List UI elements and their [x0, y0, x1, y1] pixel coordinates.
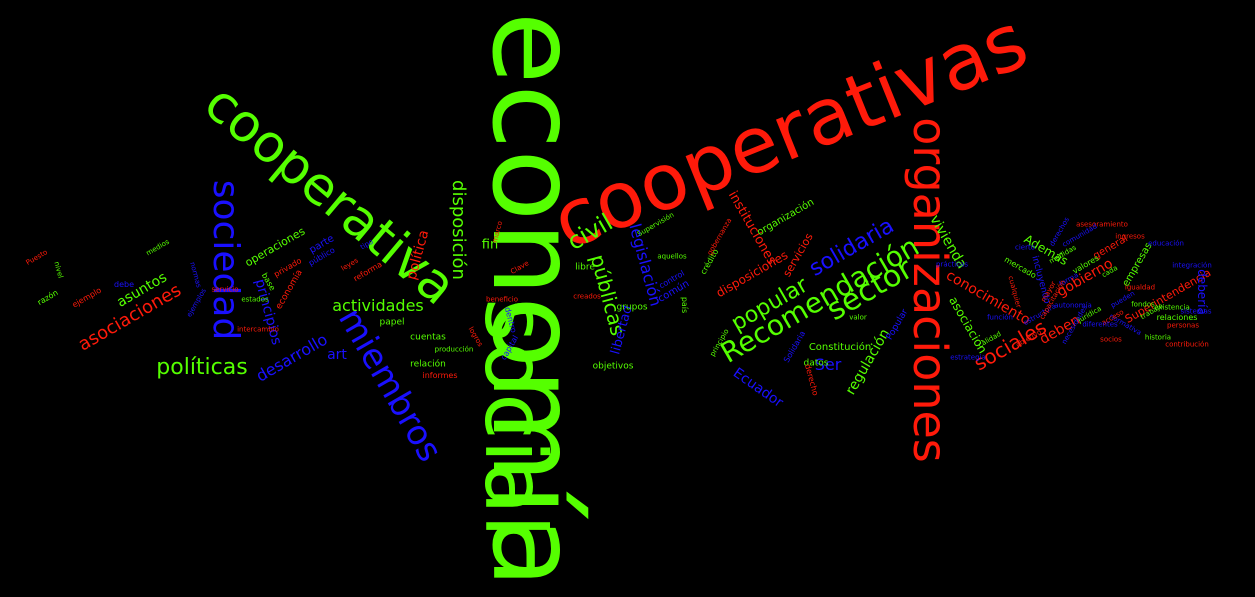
word-aquellos-93: aquellos	[657, 252, 687, 261]
word-asesoramiento-118: asesoramiento	[1076, 220, 1128, 229]
word-organizaciones-5: organizaciones	[903, 117, 957, 463]
word-ejemplo-75: ejemplo	[70, 285, 103, 310]
word-ingresos-109: ingresos	[1115, 232, 1145, 241]
word-papel-48: papel	[379, 317, 405, 328]
word-autonomía-127: autonomía	[1054, 301, 1092, 310]
word-creados-92: creados	[573, 292, 601, 301]
word-país-71: país	[680, 296, 689, 314]
word-intercambio-106: intercambio	[237, 325, 279, 334]
word-historia-129: historia	[1144, 333, 1172, 342]
word-empresas-35: empresas	[1120, 240, 1155, 289]
word-prácticas-99: prácticas	[936, 260, 968, 269]
word-valor-101: valor	[849, 313, 867, 322]
word-fin-40: fin	[481, 237, 499, 253]
word-informes-58: informes	[422, 371, 458, 380]
word-grupos-49: grupos	[616, 302, 648, 313]
word-socios-123: socios	[1100, 335, 1122, 344]
word-puesto-79: Puesto	[24, 248, 49, 267]
word-estrategia-100: estrategia	[950, 353, 986, 362]
word-ser-38: Ser	[814, 355, 842, 374]
word-servicio-87: servicio	[211, 285, 239, 294]
word-fondos-126: fondos	[1131, 300, 1155, 309]
word-social-1: social	[466, 298, 564, 538]
word-contribución-131: contribución	[1165, 340, 1209, 349]
word-educación-116: educación	[1148, 239, 1184, 248]
word-relaciones-57: relaciones	[1156, 313, 1198, 322]
word-leyes-77: leyes	[339, 256, 360, 273]
word-políticas-14: políticas	[156, 355, 248, 380]
word-medios-80: medios	[144, 237, 171, 258]
word-relación-52: relación	[410, 359, 446, 370]
word-función-88: función	[987, 313, 1013, 322]
word-existencia-128: existencia	[1154, 303, 1190, 312]
word-art-41: art	[327, 347, 347, 363]
word-producción-94: producción	[434, 345, 474, 354]
word-libre-50: libre	[575, 262, 595, 273]
word-razón-67: razón	[35, 288, 60, 308]
word-constitución-42: Constitución	[808, 342, 872, 353]
word-sociedad-6: sociedad	[205, 179, 246, 341]
word-ecuador-25: Ecuador	[729, 365, 787, 411]
word-beneficio-86: beneficio	[486, 295, 518, 304]
word-cierto-90: cierto	[1014, 243, 1036, 252]
word-debe-66: debe	[114, 280, 134, 289]
word-estados-76: estados	[241, 295, 269, 304]
word-integración-120: integración	[1172, 261, 1212, 270]
word-nivel-81: nivel	[52, 260, 65, 280]
word-datos-54: datos	[803, 358, 829, 369]
word-objetivos-51: objetivos	[592, 361, 634, 372]
word-personas-117: personas	[1167, 321, 1199, 330]
word-cuentas-53: cuentas	[410, 332, 446, 343]
word-miembros-7: miembros	[330, 301, 450, 469]
word-sistemas-130: sistemas	[1180, 307, 1212, 316]
word-desarrollo-19: desarrollo	[252, 329, 331, 386]
word-actividades-18: actividades	[332, 296, 424, 315]
word-diferentes-113: diferentes	[1082, 320, 1118, 329]
word-disposición-8: disposición	[448, 180, 469, 280]
word-normas-78: normas	[188, 261, 203, 289]
word-igualdad-114: igualdad	[1124, 283, 1156, 292]
word-cooperativas-2: cooperativas	[540, 0, 1040, 268]
